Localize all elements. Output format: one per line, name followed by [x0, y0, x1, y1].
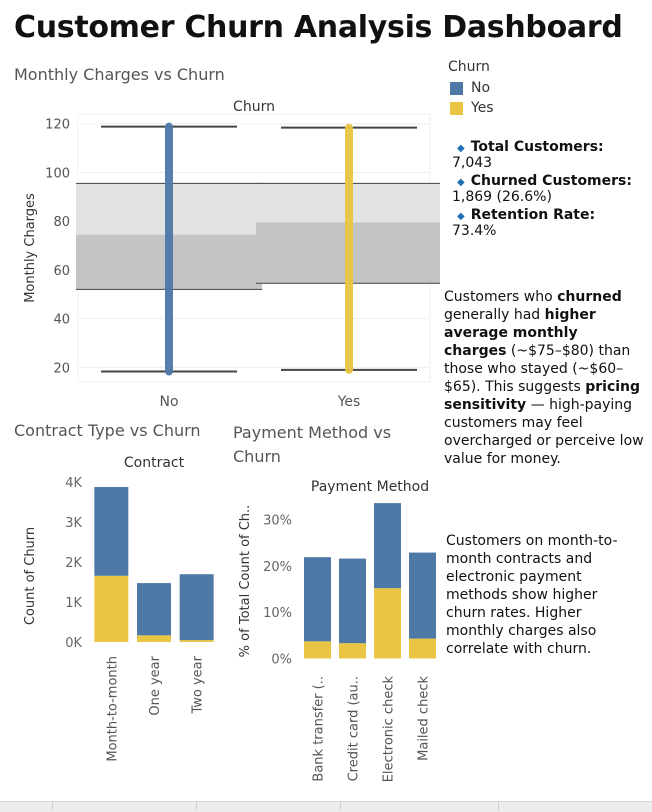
tab-divider	[196, 801, 197, 811]
legend-item-no[interactable]: No	[450, 80, 494, 96]
note1-seg: — high-paying customers may feel overcha…	[444, 397, 644, 467]
x-tick-label: Credit card (au..	[347, 676, 362, 781]
chart-header: Contract	[124, 455, 185, 471]
y-tick-label: 2K	[65, 556, 82, 571]
legend-label-yes: Yes	[471, 100, 494, 116]
bar-yes	[137, 635, 171, 642]
bar-yes	[94, 575, 129, 642]
y-tick-label: 30%	[263, 514, 292, 529]
y-tick-label: 0K	[65, 636, 82, 651]
bar-no	[374, 503, 401, 589]
x-tick-label: Mailed check	[417, 676, 432, 761]
tab-divider	[52, 801, 53, 811]
insight-note-contracts: Customers on month-to-month contracts an…	[446, 533, 618, 657]
kpi-retention-label-row: ◆ Retention Rate:	[452, 207, 647, 223]
bar-no	[137, 583, 171, 636]
diamond-icon: ◆	[457, 211, 465, 222]
note1-seg: (~$75–$80) than those who stayed (~$60–$…	[444, 343, 631, 395]
y-tick-label: 100	[45, 166, 70, 181]
kpi-total-label: Total Customers:	[470, 139, 604, 155]
y-axis-title: Count of Churn	[23, 527, 38, 625]
chart-header: Payment Method	[311, 479, 429, 495]
legend-item-yes[interactable]: Yes	[450, 100, 494, 116]
x-tick-label: One year	[148, 655, 163, 715]
y-tick-label: 10%	[263, 606, 292, 621]
bar-no	[179, 574, 214, 641]
kpi-panel: ◆ Total Customers: 7,043 ◆ Churned Custome…	[452, 139, 647, 239]
bar-no	[409, 552, 436, 639]
x-tick-label: Yes	[337, 394, 361, 410]
bar-yes	[409, 638, 436, 659]
y-tick-label: 120	[45, 118, 70, 133]
y-axis-title: Monthly Charges	[23, 193, 38, 303]
kpi-retention-label: Retention Rate:	[470, 207, 596, 223]
legend-swatch-yes	[450, 101, 463, 115]
x-tick-label: Two year	[191, 655, 206, 714]
x-tick-label: No	[159, 394, 178, 410]
legend-label-no: No	[471, 80, 491, 96]
x-tick-label: Bank transfer (..	[312, 676, 327, 782]
x-tick-label: Electronic check	[382, 676, 397, 783]
y-tick-label: 3K	[65, 516, 82, 531]
bar-yes	[304, 641, 331, 659]
y-tick-label: 40	[53, 313, 70, 328]
payment-chart-title: Payment Method vs Churn	[233, 423, 392, 466]
legend[interactable]: No Yes	[450, 80, 494, 116]
sheet-tab-strip	[0, 801, 652, 812]
kpi-total-label-row: ◆ Total Customers:	[452, 139, 647, 155]
tab-divider	[498, 801, 499, 811]
y-tick-label: 4K	[65, 476, 82, 491]
dashboard-title: Customer Churn Analysis Dashboard	[14, 10, 623, 45]
y-tick-label: 80	[53, 215, 70, 230]
boxplot-chart[interactable]: Churn 20 40 60 80 100 120 Monthly Charges No Yes	[0, 92, 440, 412]
contract-chart-title: Contract Type vs Churn	[14, 421, 201, 440]
boxplot-header: Churn	[233, 99, 275, 115]
y-axis-title: % of Total Count of Ch..	[238, 505, 253, 658]
bar-no	[339, 558, 366, 644]
x-tick-label: Month-to-month	[105, 656, 120, 762]
y-tick-label: 0%	[271, 652, 292, 667]
insight-note-pricing: Customers who churned generally had high…	[444, 288, 644, 468]
boxplot-title: Monthly Charges vs Churn	[14, 65, 225, 84]
kpi-total-value: 7,043	[452, 155, 493, 171]
payment-chart[interactable]: Payment Method 0% 10% 20% 30% % of Total Coun…	[225, 470, 445, 801]
kpi-churned-label: Churned Customers:	[470, 173, 632, 189]
diamond-icon: ◆	[457, 143, 465, 154]
note1-seg: Customers who	[444, 289, 558, 305]
note1-seg: pricing sensitivity	[444, 379, 641, 413]
bar-yes	[374, 588, 401, 659]
y-tick-label: 20%	[263, 560, 292, 575]
kpi-churned-value: 1,869 (26.6%)	[452, 189, 552, 205]
note1-seg: higher average monthly charges	[444, 307, 596, 359]
legend-swatch-no	[450, 81, 463, 95]
y-tick-label: 1K	[65, 596, 82, 611]
note1-seg: generally had	[444, 307, 545, 323]
bar-no	[304, 557, 331, 642]
kpi-churned-label-row: ◆ Churned Customers:	[452, 173, 647, 189]
diamond-icon: ◆	[457, 177, 465, 188]
bar-yes	[179, 640, 214, 642]
bar-no	[94, 487, 129, 576]
tab-divider	[340, 801, 341, 811]
y-tick-label: 60	[53, 264, 70, 279]
bar-yes	[339, 643, 366, 659]
contract-chart[interactable]: Contract 0K 1K 2K 3K 4K Count of Churn Month-to…	[0, 448, 225, 801]
legend-title: Churn	[448, 59, 490, 75]
kpi-retention-value: 73.4%	[452, 223, 497, 239]
note1-seg: churned	[557, 289, 622, 305]
y-tick-label: 20	[53, 361, 70, 376]
